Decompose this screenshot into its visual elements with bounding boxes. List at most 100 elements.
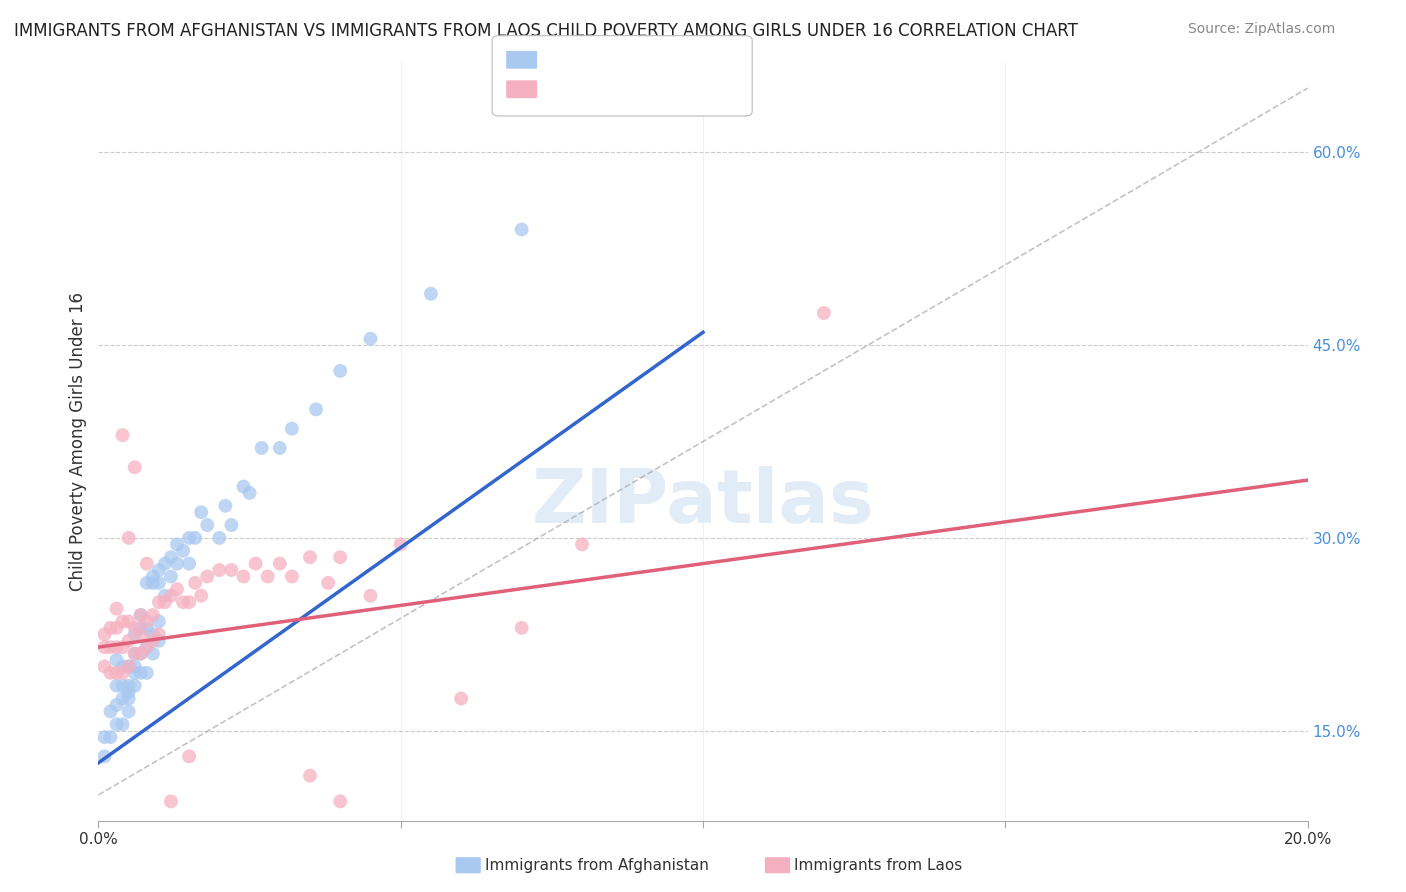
Point [118, 679, 141, 693]
Point [148, 575, 170, 590]
Point [111, 679, 134, 693]
Point [105, 601, 128, 615]
Text: ZIPatlas: ZIPatlas [531, 466, 875, 539]
Point [208, 563, 231, 577]
Point [245, 557, 267, 571]
Point [195, 518, 218, 533]
Point [118, 685, 141, 699]
Point [305, 402, 328, 417]
Point [124, 460, 146, 475]
Point [118, 615, 141, 629]
Point [221, 518, 243, 533]
Point [316, 575, 339, 590]
Text: R =: R = [541, 51, 578, 69]
Point [172, 543, 194, 558]
Point [118, 659, 141, 673]
Text: 0.633: 0.633 [578, 51, 630, 69]
Point [269, 557, 291, 571]
Point [124, 647, 146, 661]
Text: N =: N = [637, 80, 673, 98]
Text: N =: N = [637, 51, 673, 69]
Text: Immigrants from Afghanistan: Immigrants from Afghanistan [485, 858, 709, 872]
Point [299, 550, 322, 565]
Point [142, 633, 165, 648]
Point [214, 499, 236, 513]
Point [184, 575, 207, 590]
Point [135, 621, 157, 635]
Point [179, 531, 201, 545]
Point [93, 627, 115, 641]
Text: IMMIGRANTS FROM AFGHANISTAN VS IMMIGRANTS FROM LAOS CHILD POVERTY AMONG GIRLS UN: IMMIGRANTS FROM AFGHANISTAN VS IMMIGRANT… [14, 22, 1078, 40]
Point [450, 691, 472, 706]
Point [124, 659, 146, 673]
Point [129, 607, 152, 622]
Point [105, 698, 128, 712]
Point [179, 749, 201, 764]
Point [148, 627, 170, 641]
Point [153, 589, 176, 603]
Point [100, 621, 122, 635]
Point [129, 647, 152, 661]
Point [111, 717, 134, 731]
Point [100, 705, 122, 719]
Point [105, 653, 128, 667]
Point [148, 563, 170, 577]
Point [129, 665, 152, 680]
Point [124, 679, 146, 693]
Point [142, 575, 165, 590]
Point [105, 621, 128, 635]
Point [118, 659, 141, 673]
Point [135, 665, 157, 680]
Point [105, 717, 128, 731]
Point [299, 769, 322, 783]
Point [135, 640, 157, 655]
Point [124, 647, 146, 661]
Point [129, 627, 152, 641]
Point [124, 627, 146, 641]
Point [250, 441, 273, 455]
Point [281, 422, 304, 436]
Point [510, 222, 533, 236]
Point [135, 615, 157, 629]
Point [195, 569, 218, 583]
Point [148, 595, 170, 609]
Point [124, 665, 146, 680]
Point [184, 531, 207, 545]
Point [148, 615, 170, 629]
Point [160, 569, 183, 583]
Point [221, 563, 243, 577]
Point [118, 705, 141, 719]
Point [129, 647, 152, 661]
Point [111, 665, 134, 680]
Text: 59: 59 [673, 80, 696, 98]
Point [160, 550, 183, 565]
Point [142, 607, 165, 622]
Point [160, 589, 183, 603]
Point [153, 557, 176, 571]
Point [166, 582, 188, 597]
Point [281, 569, 304, 583]
Point [111, 428, 134, 442]
Point [100, 730, 122, 744]
Point [153, 595, 176, 609]
Point [100, 665, 122, 680]
Point [135, 575, 157, 590]
Point [142, 569, 165, 583]
Point [118, 531, 141, 545]
Point [135, 557, 157, 571]
Point [190, 589, 212, 603]
Point [105, 640, 128, 655]
Text: Source: ZipAtlas.com: Source: ZipAtlas.com [1188, 22, 1336, 37]
Point [148, 633, 170, 648]
Point [208, 531, 231, 545]
Point [360, 589, 382, 603]
Point [160, 794, 183, 808]
Text: 0.191: 0.191 [578, 80, 630, 98]
Point [420, 286, 443, 301]
Point [813, 306, 835, 320]
Point [111, 615, 134, 629]
Point [93, 659, 115, 673]
Point [571, 537, 593, 551]
Point [105, 679, 128, 693]
Point [118, 633, 141, 648]
